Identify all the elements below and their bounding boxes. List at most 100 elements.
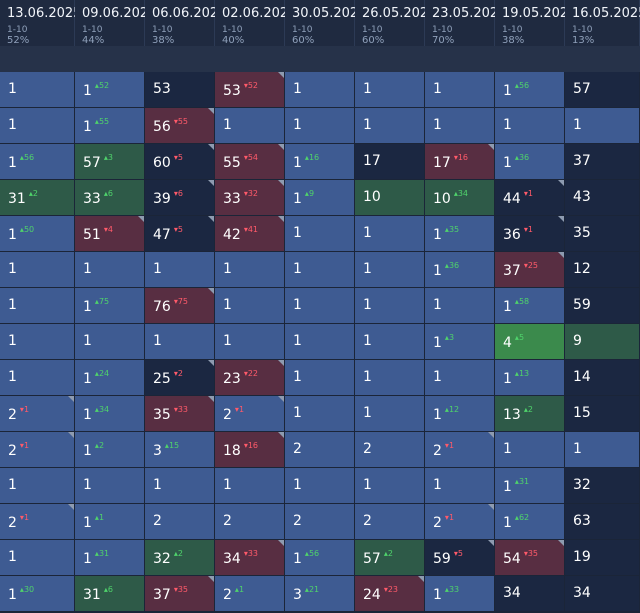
column-header[interactable]: 16.05.2025 1-10 13% [565,0,640,46]
position-cell[interactable]: 2 [285,504,354,539]
position-cell[interactable]: 2 [285,432,354,467]
position-cell[interactable]: 51 ▾4 [75,216,144,251]
position-cell[interactable]: 1 [425,288,494,323]
position-cell[interactable]: 1 [285,288,354,323]
position-cell[interactable]: 47 ▾5 [145,216,214,251]
position-cell[interactable]: 1 [285,468,354,503]
position-cell[interactable]: 1 ▴58 [495,288,564,323]
position-cell[interactable]: 1 ▴56 [0,144,74,179]
position-cell[interactable]: 24 ▾23 [355,576,424,611]
position-cell[interactable]: 1 [0,108,74,143]
position-cell[interactable]: 12 [565,252,639,287]
position-cell[interactable]: 32 [565,468,639,503]
position-cell[interactable]: 1 [215,108,284,143]
position-cell[interactable]: 2 ▾1 [425,432,494,467]
position-cell[interactable]: 57 ▴3 [75,144,144,179]
position-cell[interactable]: 1 [145,468,214,503]
position-cell[interactable]: 3 ▴21 [285,576,354,611]
position-cell[interactable]: 1 ▴75 [75,288,144,323]
position-cell[interactable]: 1 ▴36 [425,252,494,287]
position-cell[interactable]: 2 ▾1 [0,396,74,431]
position-cell[interactable]: 33 ▴6 [75,180,144,215]
position-cell[interactable]: 54 ▾35 [495,540,564,575]
position-cell[interactable]: 1 ▴34 [75,396,144,431]
position-cell[interactable]: 1 [145,252,214,287]
position-cell[interactable]: 1 ▴31 [495,468,564,503]
column-header[interactable]: 02.06.2025 1-10 40% [215,0,296,46]
position-cell[interactable]: 32 ▴2 [145,540,214,575]
position-cell[interactable]: 1 [285,72,354,107]
position-cell[interactable]: 63 [565,504,639,539]
position-cell[interactable]: 1 [215,468,284,503]
position-cell[interactable]: 55 ▾54 [215,144,284,179]
position-cell[interactable]: 1 [355,360,424,395]
position-cell[interactable]: 23 ▾22 [215,360,284,395]
position-cell[interactable]: 1 ▴3 [425,324,494,359]
position-cell[interactable]: 1 [0,324,74,359]
position-cell[interactable]: 31 ▴6 [75,576,144,611]
position-cell[interactable]: 34 ▾33 [215,540,284,575]
position-cell[interactable]: 1 [495,108,564,143]
position-cell[interactable]: 1 [285,324,354,359]
position-cell[interactable]: 1 [285,396,354,431]
column-header[interactable]: 09.06.2025 1-10 44% [75,0,156,46]
position-cell[interactable]: 18 ▾16 [215,432,284,467]
position-cell[interactable]: 1 [0,468,74,503]
column-header[interactable]: 13.06.2025 1-10 52% [0,0,81,46]
position-cell[interactable]: 2 [355,432,424,467]
position-cell[interactable]: 17 [355,144,424,179]
position-cell[interactable]: 2 [145,504,214,539]
position-cell[interactable]: 1 [0,72,74,107]
position-cell[interactable]: 1 ▴13 [495,360,564,395]
position-cell[interactable]: 1 ▴16 [285,144,354,179]
position-cell[interactable]: 1 [0,252,74,287]
position-cell[interactable]: 57 ▴2 [355,540,424,575]
position-cell[interactable]: 1 [285,108,354,143]
position-cell[interactable]: 1 [215,288,284,323]
column-header[interactable]: 19.05.2025 1-10 38% [495,0,576,46]
column-header[interactable]: 30.05.2025 1-10 60% [285,0,366,46]
position-cell[interactable]: 1 ▴9 [285,180,354,215]
position-cell[interactable]: 1 [425,108,494,143]
position-cell[interactable]: 59 [565,288,639,323]
position-cell[interactable]: 1 [355,324,424,359]
position-cell[interactable]: 1 ▴31 [75,540,144,575]
position-cell[interactable]: 2 ▾1 [215,396,284,431]
position-cell[interactable]: 37 [565,144,639,179]
position-cell[interactable]: 1 [215,324,284,359]
position-cell[interactable]: 1 [355,72,424,107]
column-header[interactable]: 06.06.2025 1-10 38% [145,0,226,46]
position-cell[interactable]: 13 ▴2 [495,396,564,431]
position-cell[interactable]: 1 ▴56 [285,540,354,575]
position-cell[interactable]: 2 ▴1 [215,576,284,611]
position-cell[interactable]: 1 [355,108,424,143]
position-cell[interactable]: 1 [0,360,74,395]
position-cell[interactable]: 2 [355,504,424,539]
position-cell[interactable]: 34 [565,576,639,611]
position-cell[interactable]: 1 [425,468,494,503]
position-cell[interactable]: 25 ▾2 [145,360,214,395]
position-cell[interactable]: 1 [355,288,424,323]
position-cell[interactable]: 17 ▾16 [425,144,494,179]
position-cell[interactable]: 1 ▴30 [0,576,74,611]
position-cell[interactable]: 1 [0,540,74,575]
position-cell[interactable]: 1 [285,216,354,251]
position-cell[interactable]: 1 ▴62 [495,504,564,539]
position-cell[interactable]: 60 ▾5 [145,144,214,179]
position-cell[interactable]: 31 ▴2 [0,180,74,215]
position-cell[interactable]: 36 ▾1 [495,216,564,251]
position-cell[interactable]: 3 ▴15 [145,432,214,467]
position-cell[interactable]: 34 [495,576,564,611]
position-cell[interactable]: 1 [425,72,494,107]
position-cell[interactable]: 1 [145,324,214,359]
position-cell[interactable]: 44 ▾1 [495,180,564,215]
column-header[interactable]: 26.05.2025 1-10 60% [355,0,436,46]
position-cell[interactable]: 1 [75,324,144,359]
position-cell[interactable]: 1 ▴35 [425,216,494,251]
position-cell[interactable]: 1 [355,468,424,503]
position-cell[interactable]: 42 ▾41 [215,216,284,251]
position-cell[interactable]: 1 [565,108,639,143]
position-cell[interactable]: 1 [75,468,144,503]
position-cell[interactable]: 1 ▴24 [75,360,144,395]
position-cell[interactable]: 1 ▴50 [0,216,74,251]
